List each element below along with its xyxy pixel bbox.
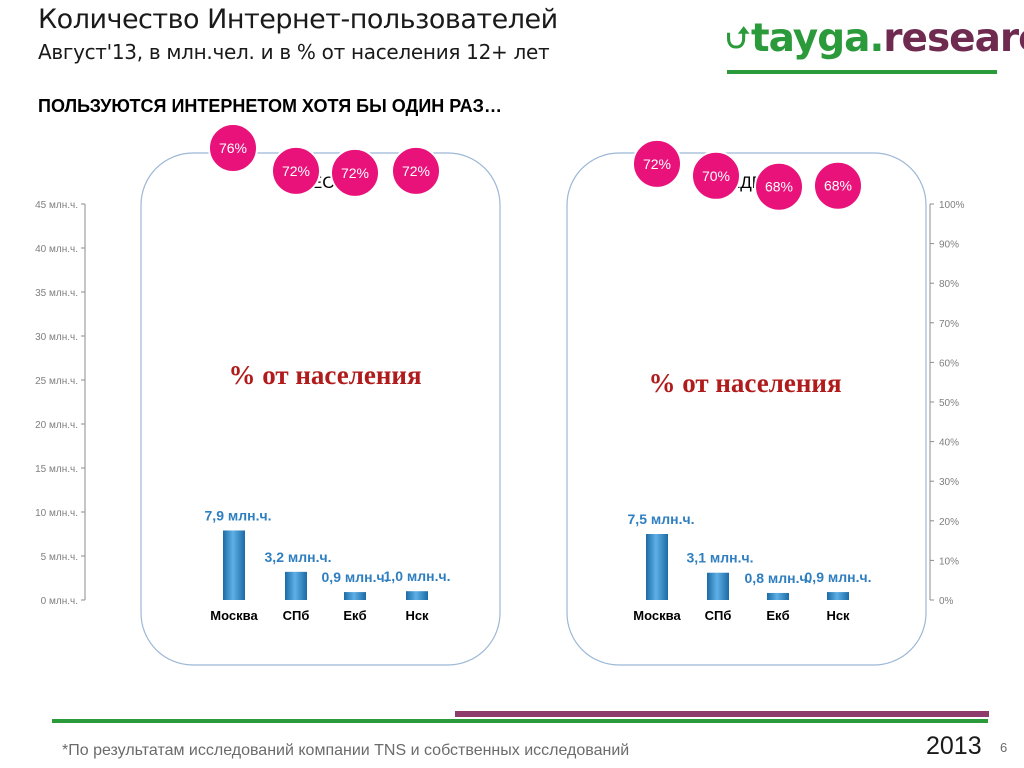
right-axis-tick-label: 10% bbox=[939, 556, 959, 567]
bar-value-label: 0,8 млн.ч. bbox=[745, 570, 812, 586]
left-axis-tick-label: 40 млн.ч. bbox=[35, 244, 78, 255]
percent-bubble bbox=[813, 160, 863, 211]
footnote: *По результатам исследований компании TN… bbox=[62, 742, 630, 759]
bar-value-label: 3,1 млн.ч. bbox=[687, 550, 754, 566]
percent-bubble bbox=[754, 161, 804, 212]
bar-value-label: 1,0 млн.ч. bbox=[384, 568, 451, 584]
percent-bubble bbox=[271, 145, 321, 196]
brand-logo: ⮍tayga.research bbox=[726, 16, 1024, 67]
right-axis-tick-label: 0% bbox=[939, 596, 954, 607]
bar-value-label: 3,2 млн.ч. bbox=[265, 549, 332, 565]
year-label: 2013 bbox=[926, 732, 982, 760]
category-label: СПб bbox=[705, 608, 732, 623]
percent-bubble bbox=[691, 150, 741, 201]
percent-bubble bbox=[330, 147, 380, 198]
category-label: Москва bbox=[210, 608, 258, 623]
panel-frame-1 bbox=[140, 152, 501, 666]
logo-text-part2: research bbox=[883, 16, 1024, 61]
percent-annotation-2: % от населения bbox=[648, 368, 841, 398]
percent-bubble-label: 68% bbox=[824, 178, 852, 194]
left-axis-tick-label: 20 млн.ч. bbox=[35, 420, 78, 431]
left-axis-tick-label: 30 млн.ч. bbox=[35, 332, 78, 343]
bar-value-label: 7,9 млн.ч. bbox=[205, 507, 272, 523]
percent-annotation-1: % от населения bbox=[228, 360, 421, 390]
bar-Москва bbox=[646, 534, 668, 600]
bar-Нск bbox=[827, 592, 849, 600]
left-axis-tick-label: 45 млн.ч. bbox=[35, 200, 78, 211]
bar-Москва bbox=[223, 530, 245, 600]
bar-Екб bbox=[344, 592, 366, 600]
left-axis-tick-label: 35 млн.ч. bbox=[35, 288, 78, 299]
percent-bubble bbox=[391, 145, 441, 196]
page-title: Количество Интернет-пользователей bbox=[38, 4, 558, 35]
left-axis-tick-label: 5 млн.ч. bbox=[41, 552, 78, 563]
percent-bubble-label: 72% bbox=[341, 165, 369, 181]
left-axis-tick-label: 25 млн.ч. bbox=[35, 376, 78, 387]
footer-divider-green bbox=[52, 719, 988, 723]
right-axis-tick-label: 100% bbox=[939, 200, 965, 211]
bar-Екб bbox=[767, 592, 789, 600]
header-divider bbox=[727, 70, 997, 74]
panel-frame-2 bbox=[566, 152, 927, 666]
page-number: 6 bbox=[1000, 740, 1008, 755]
percent-bubble-label: 70% bbox=[702, 168, 730, 184]
percent-bubble bbox=[632, 138, 682, 189]
right-axis-tick-label: 30% bbox=[939, 477, 959, 488]
category-label: СПб bbox=[283, 608, 310, 623]
left-axis-tick-label: 15 млн.ч. bbox=[35, 464, 78, 475]
percent-bubble-label: 72% bbox=[282, 163, 310, 179]
right-axis-tick-label: 50% bbox=[939, 398, 959, 409]
left-axis-tick-label: 10 млн.ч. bbox=[35, 508, 78, 519]
bar-СПб bbox=[707, 572, 729, 600]
right-axis-tick-label: 70% bbox=[939, 319, 959, 330]
percent-bubble-label: 72% bbox=[643, 156, 671, 172]
category-label: Нск bbox=[405, 608, 429, 623]
page-subtitle: Август'13, в млн.чел. и в % от населения… bbox=[38, 40, 550, 64]
right-axis-tick-label: 40% bbox=[939, 438, 959, 449]
category-label: Екб bbox=[343, 608, 366, 623]
bar-value-label: 7,5 млн.ч. bbox=[628, 511, 695, 527]
logo-text-part1: tayga. bbox=[751, 16, 884, 61]
category-label: Нск bbox=[826, 608, 850, 623]
percent-bubble bbox=[208, 123, 258, 174]
percent-bubble-label: 68% bbox=[765, 179, 793, 195]
right-axis-tick-label: 80% bbox=[939, 279, 959, 290]
left-axis-tick-label: 0 млн.ч. bbox=[41, 596, 78, 607]
right-axis-tick-label: 90% bbox=[939, 240, 959, 251]
double-chevron-up-icon: ⮍ bbox=[726, 21, 750, 56]
category-label: Москва bbox=[633, 608, 681, 623]
section-headline: ПОЛЬЗУЮТСЯ ИНТЕРНЕТОМ ХОТЯ БЫ ОДИН РАЗ… bbox=[38, 96, 502, 116]
right-axis-tick-label: 20% bbox=[939, 517, 959, 528]
bar-value-label: 0,9 млн.ч. bbox=[322, 569, 389, 585]
bar-value-label: 0,9 млн.ч. bbox=[805, 569, 872, 585]
right-axis-tick-label: 60% bbox=[939, 358, 959, 369]
category-label: Екб bbox=[766, 608, 789, 623]
bar-Нск bbox=[406, 591, 428, 600]
percent-bubble-label: 72% bbox=[402, 163, 430, 179]
percent-bubble-label: 76% bbox=[219, 140, 247, 156]
footer-divider-purple bbox=[455, 711, 989, 717]
bar-СПб bbox=[285, 571, 307, 600]
